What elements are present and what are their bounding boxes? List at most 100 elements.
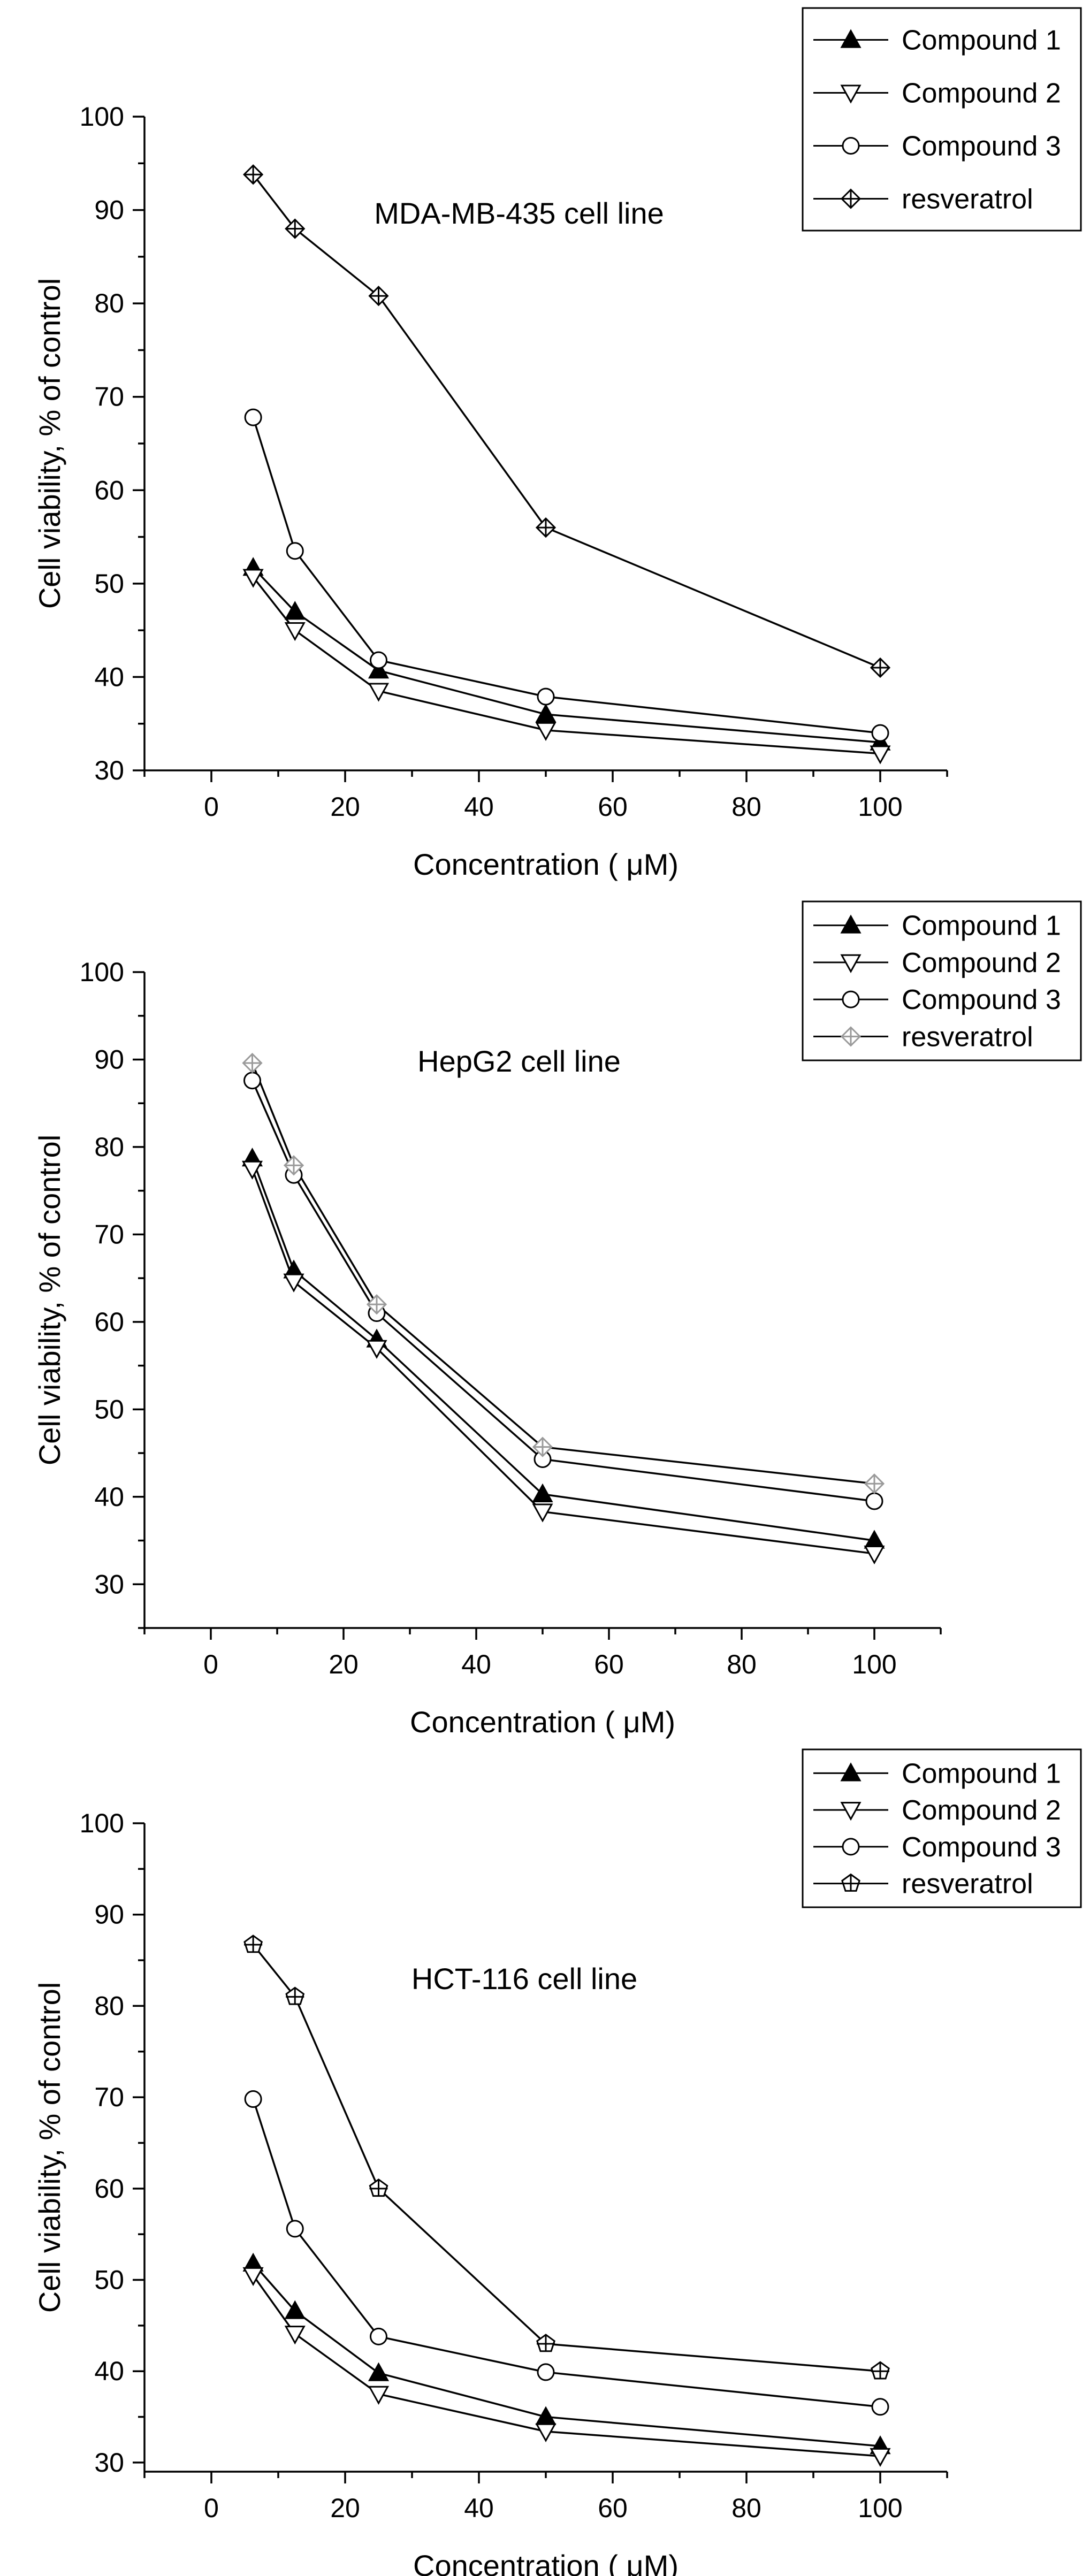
x-tick-label: 60: [594, 1649, 624, 1679]
x-tick-label: 40: [464, 792, 494, 822]
series-line-compound-2: [252, 576, 881, 755]
data-point-resveratrol: [243, 164, 264, 185]
x-tick-label: 20: [329, 1649, 359, 1679]
x-tick-label: 0: [203, 1649, 218, 1679]
x-tick-label: 20: [330, 792, 360, 822]
x-tick-label: 80: [727, 1649, 757, 1679]
data-point-compound-3: [370, 651, 387, 669]
y-tick-label: 90: [94, 1044, 124, 1074]
legend-label-compound-2: Compound 2: [902, 1795, 1061, 1826]
data-point-compound-3: [286, 542, 304, 560]
data-point-compound-3: [537, 2363, 555, 2381]
data-point-compound-2: [284, 2326, 306, 2345]
legend-label-resveratrol: resveratrol: [902, 1021, 1033, 1052]
y-tick-label: 70: [94, 1219, 124, 1249]
data-point-compound-2: [284, 622, 306, 641]
data-point-compound-2: [535, 722, 557, 742]
data-point-compound-2: [242, 2267, 264, 2287]
legend-marker-compound-1: [840, 1762, 862, 1782]
legend-label-compound-2: Compound 2: [902, 78, 1061, 109]
y-tick-label: 60: [94, 1307, 124, 1337]
x-tick-label: 40: [461, 1649, 491, 1679]
legend-marker-resveratrol: [840, 188, 862, 209]
data-point-compound-3: [871, 724, 889, 742]
legend-marker-compound-3: [842, 137, 860, 155]
series-line-compound-1: [251, 1158, 875, 1542]
y-tick-label: 80: [94, 1132, 124, 1162]
chart-title: HepG2 cell line: [417, 1044, 621, 1078]
legend: Compound 1 Compound 2 Compound 3 resveratro…: [802, 1748, 1082, 1908]
data-point-resveratrol: [369, 2178, 388, 2197]
chart-title: HCT-116 cell line: [411, 1962, 637, 1996]
data-point-compound-2: [283, 1273, 304, 1293]
legend-label-compound-1: Compound 1: [902, 911, 1061, 942]
data-point-compound-2: [870, 745, 891, 765]
data-point-resveratrol: [535, 517, 557, 538]
data-point-compound-3: [370, 2327, 387, 2345]
y-tick-label: 50: [94, 1394, 124, 1424]
y-tick-label: 40: [94, 662, 124, 692]
legend-marker-compound-3: [842, 1838, 860, 1856]
legend-marker-compound-1: [840, 29, 862, 48]
legend-label-compound-3: Compound 3: [902, 1832, 1061, 1863]
y-axis-label: Cell viability, % of control: [33, 278, 66, 609]
chart-title: MDA-MB-435 cell line: [374, 196, 664, 230]
series-line-resveratrol: [251, 1062, 875, 1485]
legend-marker-compound-2: [840, 954, 862, 973]
data-point-compound-2: [870, 2448, 891, 2467]
data-point-compound-1: [368, 2362, 390, 2381]
panel-hct-116: 30 40 50 60 70 80 90 100 0 20 40 60 80 100 Concentrati…: [33, 1748, 1082, 2576]
panel-mda-mb-435: 30 40 50 60 70 80 90 100 0 20 40 60 80 100 Concentrati…: [33, 7, 1082, 881]
legend-marker-compound-3: [842, 990, 860, 1008]
series-line-compound-2: [251, 1168, 875, 1555]
x-tick-label: 0: [204, 2493, 219, 2523]
series-line-compound-1: [252, 2262, 881, 2447]
y-tick-label: 50: [94, 2265, 124, 2295]
data-point-resveratrol: [242, 1052, 263, 1074]
series-line-compound-3: [251, 1080, 875, 1502]
data-point-compound-1: [284, 601, 306, 620]
legend-label-compound-1: Compound 1: [902, 1758, 1061, 1789]
legend: Compound 1 Compound 2 Compound 3 resveratro…: [802, 7, 1082, 232]
y-tick-label: 40: [94, 1482, 124, 1512]
y-tick-label: 100: [80, 957, 124, 987]
data-point-compound-2: [864, 1545, 885, 1565]
legend: Compound 1 Compound 2 Compound 3 resveratro…: [802, 900, 1082, 1061]
data-point-resveratrol: [871, 2361, 890, 2380]
x-tick-label: 0: [204, 792, 219, 822]
panel-hepg2: 30 40 50 60 70 80 90 100 0 20 40 60 80 100 Concentrati…: [33, 900, 1082, 1739]
x-tick-label: 40: [464, 2493, 494, 2523]
data-point-resveratrol: [536, 2334, 555, 2352]
data-point-compound-2: [366, 1340, 387, 1359]
data-point-resveratrol: [285, 218, 306, 239]
data-point-compound-3: [244, 2090, 262, 2108]
y-tick-label: 40: [94, 2356, 124, 2386]
y-tick-label: 90: [94, 1900, 124, 1930]
legend-marker-compound-2: [840, 85, 862, 104]
x-tick-label: 80: [731, 2493, 761, 2523]
y-tick-label: 60: [94, 2174, 124, 2204]
x-axis-label: Concentration ( μM): [413, 2549, 679, 2576]
data-point-compound-1: [532, 1483, 553, 1502]
x-tick-label: 100: [858, 792, 902, 822]
data-point-compound-3: [537, 687, 555, 706]
data-point-compound-3: [286, 2220, 304, 2238]
series-line-resveratrol: [252, 174, 881, 669]
legend-label-resveratrol: resveratrol: [902, 184, 1033, 215]
data-point-resveratrol: [864, 1473, 885, 1494]
legend-label-compound-3: Compound 3: [902, 984, 1061, 1015]
x-axis-label: Concentration ( μM): [413, 847, 679, 881]
y-axis-label: Cell viability, % of control: [33, 1982, 66, 2313]
data-point-compound-2: [368, 2386, 390, 2405]
x-tick-label: 100: [858, 2493, 902, 2523]
data-point-compound-1: [284, 2300, 306, 2319]
data-point-compound-3: [865, 1492, 883, 1510]
legend-marker-compound-1: [840, 914, 862, 934]
data-point-compound-2: [368, 683, 390, 702]
legend-marker-resveratrol: [841, 1873, 860, 1892]
data-point-compound-1: [535, 704, 557, 723]
x-tick-label: 100: [852, 1649, 896, 1679]
x-tick-label: 60: [598, 792, 628, 822]
series-line-compound-1: [252, 567, 881, 744]
